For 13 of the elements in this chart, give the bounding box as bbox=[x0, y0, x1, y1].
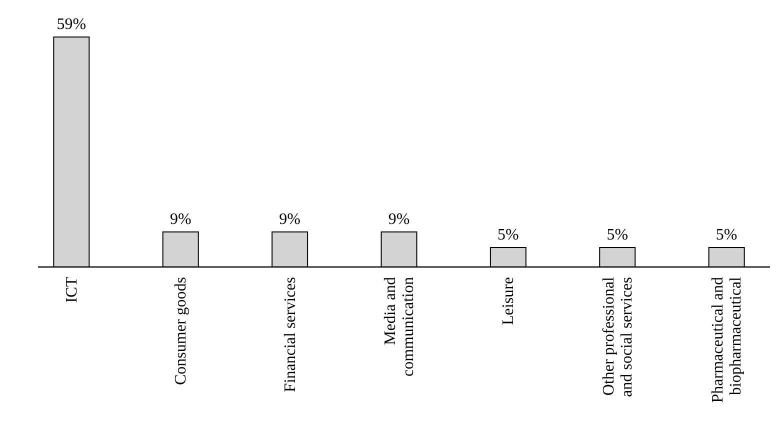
data-label: 5% bbox=[606, 226, 628, 244]
x-tick-label: Consumer goods bbox=[172, 277, 190, 385]
data-label: 5% bbox=[498, 226, 519, 244]
data-label: 9% bbox=[170, 210, 192, 228]
x-tick-label: Financial services bbox=[282, 277, 299, 392]
data-label: 9% bbox=[279, 210, 300, 228]
x-tick-label: Other professional and social services bbox=[600, 276, 636, 397]
data-label: 59% bbox=[56, 16, 86, 33]
data-label: 5% bbox=[716, 226, 738, 244]
x-tick-label: ICT bbox=[63, 276, 80, 303]
x-tick-label: Leisure bbox=[500, 277, 518, 325]
x-tick-label: Media and communication bbox=[382, 277, 417, 377]
data-label: 9% bbox=[388, 210, 410, 228]
